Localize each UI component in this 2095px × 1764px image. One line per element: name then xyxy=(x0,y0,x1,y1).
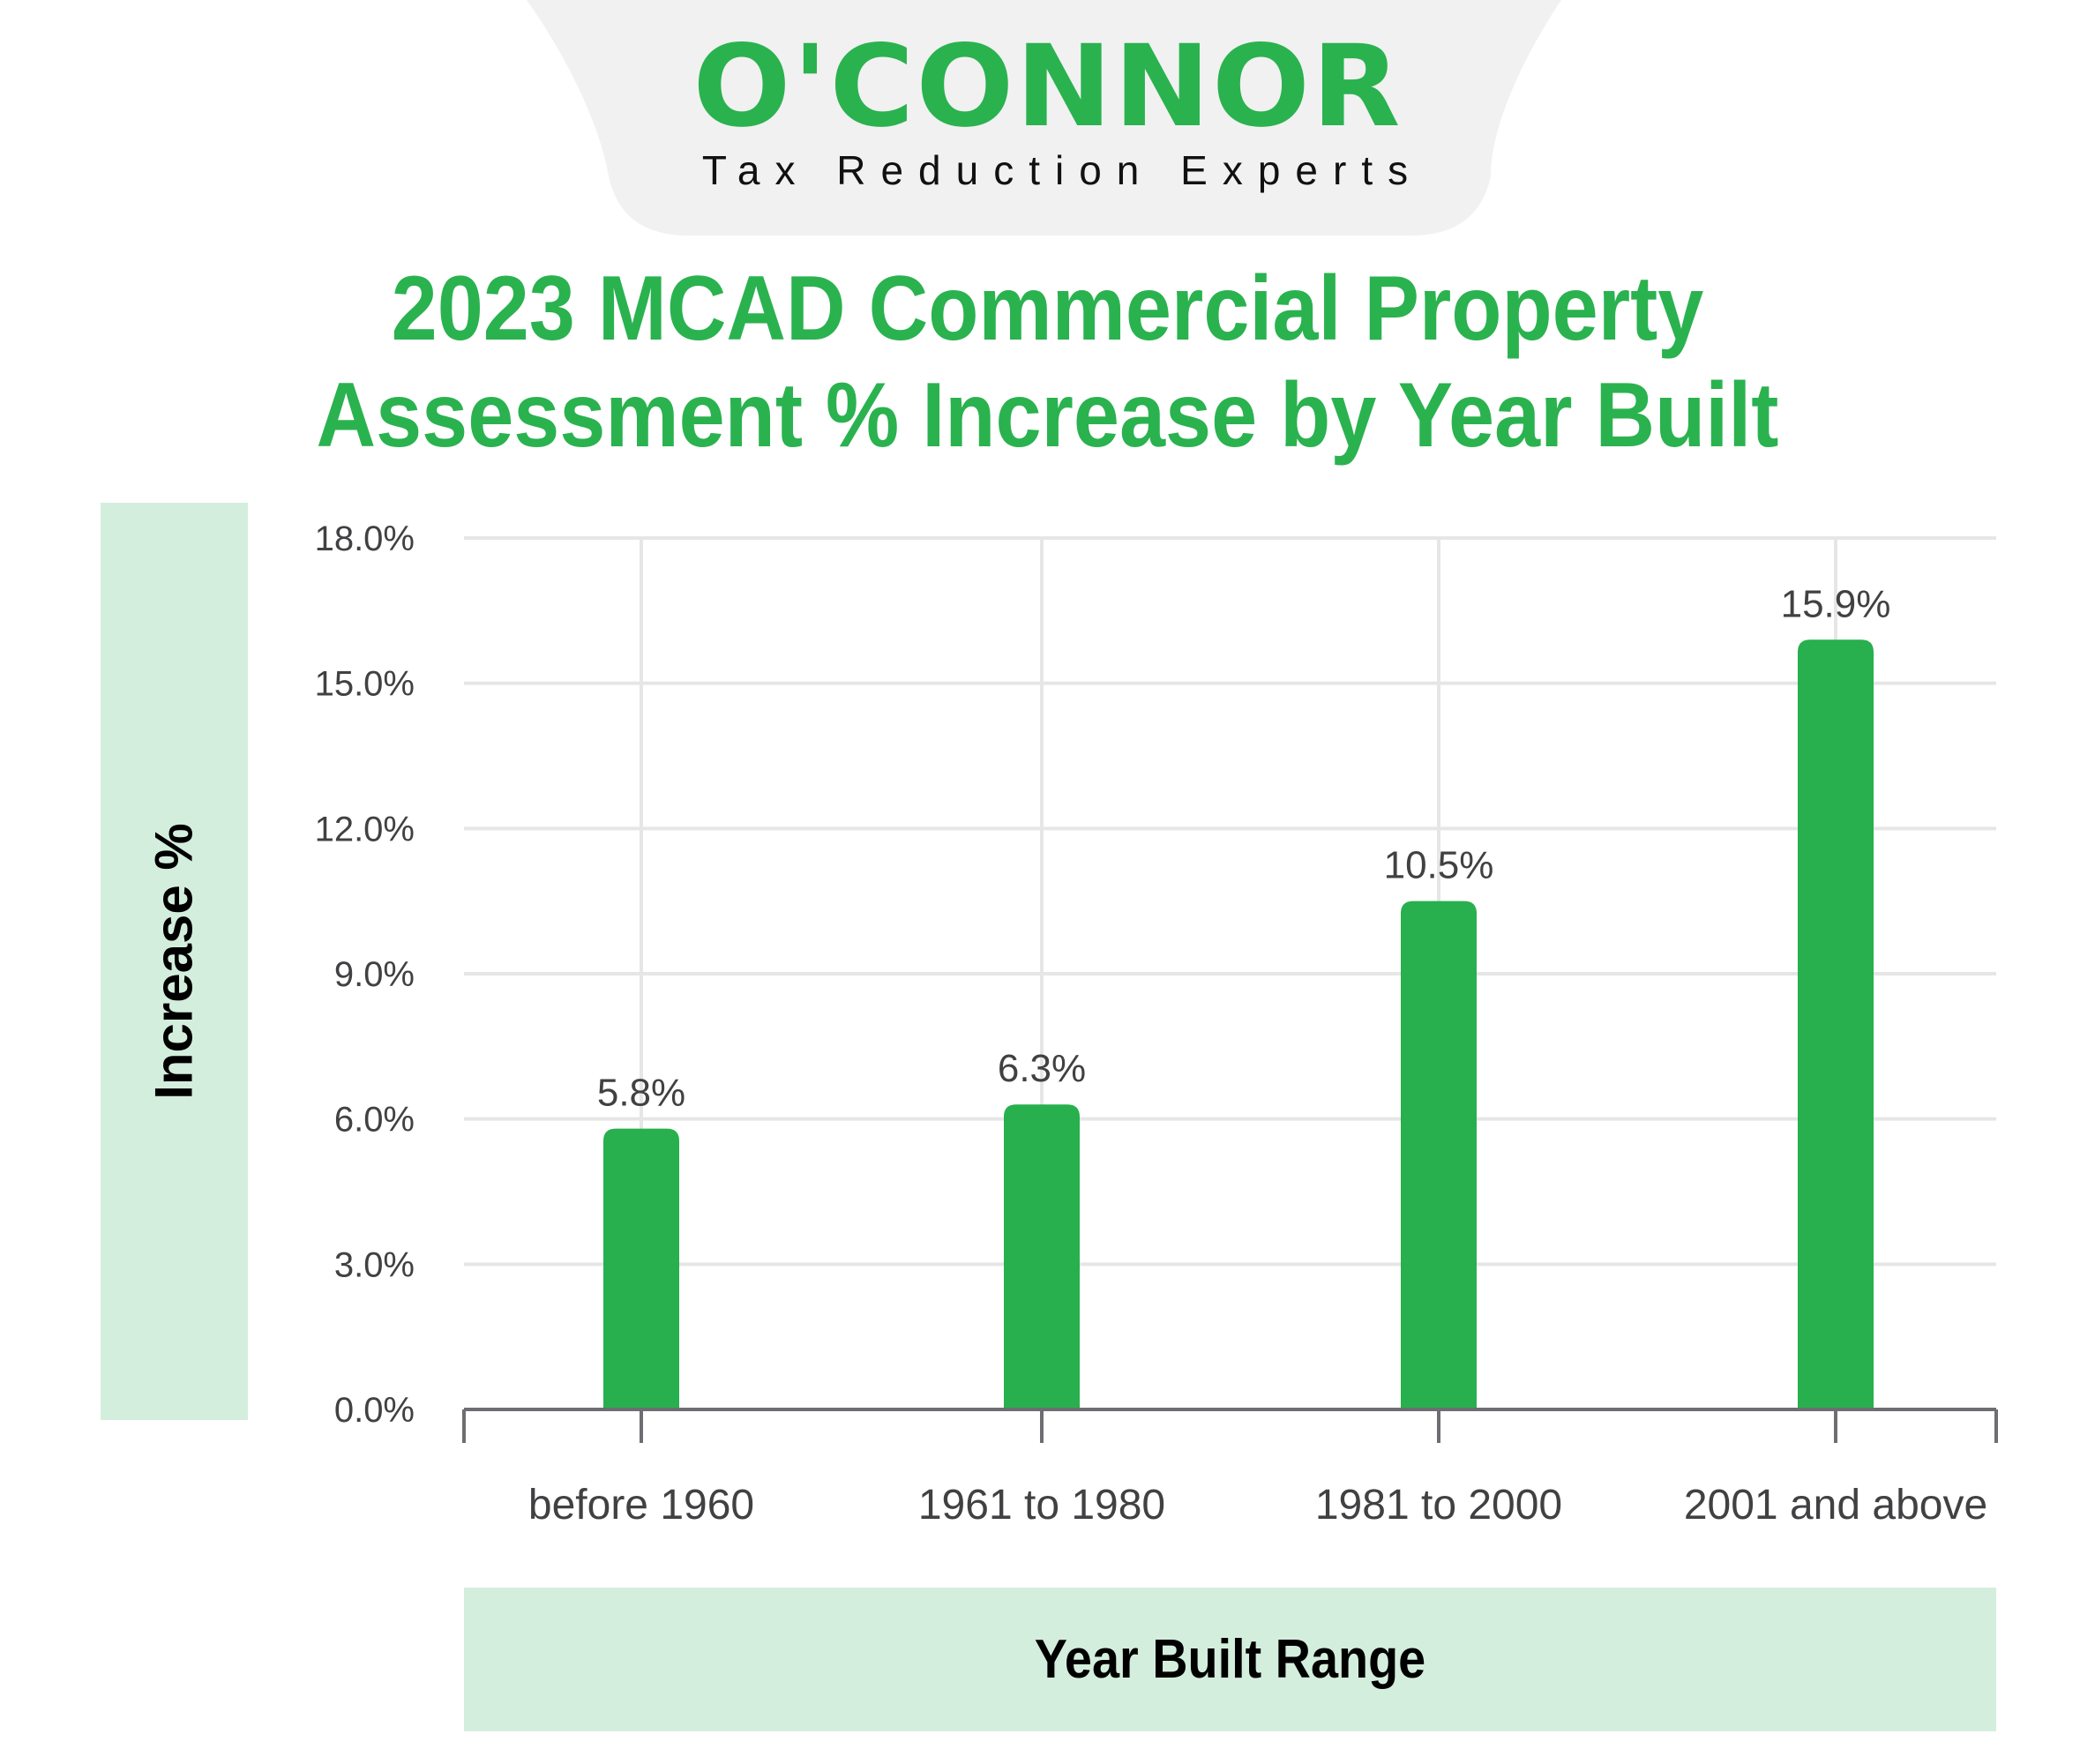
bar xyxy=(1798,639,1874,1409)
chart-title-line-1: 2023 MCAD Commercial Property xyxy=(391,258,1704,360)
x-axis-title: Year Built Range xyxy=(1034,1629,1426,1690)
y-tick-label: 3.0% xyxy=(334,1245,415,1284)
y-tick-label: 6.0% xyxy=(334,1101,415,1140)
bar xyxy=(1401,901,1477,1409)
data-label: 15.9% xyxy=(1781,582,1891,625)
y-tick-label: 12.0% xyxy=(315,810,415,848)
logo-banner-shape xyxy=(527,0,1561,235)
y-tick-label: 9.0% xyxy=(334,955,415,994)
bar xyxy=(603,1128,679,1409)
x-tick-label: 2001 and above xyxy=(1684,1482,1987,1529)
logo-tagline: Tax Reduction Experts xyxy=(701,147,1424,193)
x-tick-label: 1981 to 2000 xyxy=(1315,1482,1562,1529)
data-label: 10.5% xyxy=(1384,844,1494,887)
chart-title-line-2: Assessment % Increase by Year Built xyxy=(316,364,1779,467)
chart-title: 2023 MCAD Commercial Property Assessment… xyxy=(105,256,1991,469)
x-tick-labels: before 1960 1961 to 1980 1981 to 2000 2001 … xyxy=(528,1482,1987,1529)
bars xyxy=(603,639,1874,1409)
y-tick-label: 15.0% xyxy=(315,665,415,704)
logo-wordmark: O'CONNOR xyxy=(692,21,1403,153)
y-tick-labels: 0.0% 3.0% 6.0% 9.0% 12.0% 15.0% 18.0% xyxy=(315,519,415,1430)
bar xyxy=(1004,1104,1080,1409)
y-tick-label: 0.0% xyxy=(334,1391,415,1430)
y-tick-label: 18.0% xyxy=(315,519,415,558)
x-axis-label-band xyxy=(464,1588,1996,1731)
data-labels: 5.8% 6.3% 10.5% 15.9% xyxy=(597,582,1891,1114)
x-axis xyxy=(462,1408,1998,1443)
horizontal-gridlines xyxy=(464,536,1996,1267)
logo-banner xyxy=(527,0,1561,235)
data-label: 5.8% xyxy=(597,1072,685,1115)
x-tick-label: before 1960 xyxy=(528,1482,754,1529)
x-tick-label: 1961 to 1980 xyxy=(918,1482,1165,1529)
data-label: 6.3% xyxy=(998,1047,1086,1090)
y-axis-label-band xyxy=(101,503,248,1420)
